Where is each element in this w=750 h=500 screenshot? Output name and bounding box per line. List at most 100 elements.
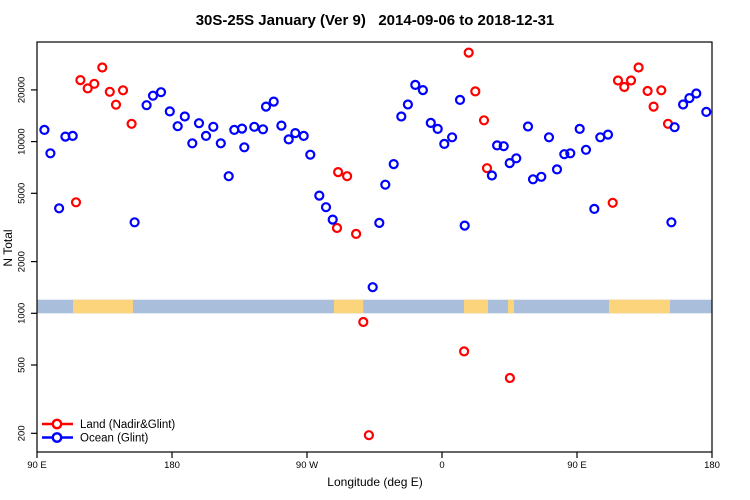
ocean-data-point — [283, 134, 294, 145]
y-axis-ticks: 200 500 1000 2000 5000 10000 20000 — [17, 77, 37, 441]
ocean-data-point — [536, 171, 547, 182]
ocean-data-point — [208, 121, 219, 132]
ocean-data-point — [305, 149, 316, 160]
ocean-data-point — [239, 142, 250, 153]
ocean-data-point — [498, 141, 509, 152]
ocean-data-point — [172, 121, 183, 132]
y-tick-label: 20000 — [17, 77, 28, 103]
y-tick-label: 200 — [17, 425, 28, 441]
ocean-data-point — [290, 128, 301, 139]
land-data-point — [478, 115, 490, 126]
ocean-data-point — [551, 164, 563, 175]
ocean-data-point — [454, 94, 466, 106]
legend-ocean-marker-icon — [51, 432, 63, 443]
land-data-point — [70, 197, 82, 208]
ocean-data-point — [701, 106, 712, 118]
land-data-point — [89, 78, 100, 89]
x-tick-label: 90 E — [567, 460, 587, 471]
ocean-data-point — [298, 130, 309, 141]
band-land-segment — [73, 299, 133, 314]
land-data-point — [363, 430, 374, 441]
land-data-point — [331, 222, 343, 234]
legend-ocean-label: Ocean (Glint) — [80, 433, 149, 445]
map-band — [37, 299, 712, 314]
ocean-data-point — [388, 159, 399, 170]
y-tick-label: 2000 — [17, 251, 28, 272]
land-data-point — [126, 118, 137, 129]
x-axis-label: Longitude (deg E) — [327, 475, 422, 489]
ocean-data-point — [223, 171, 234, 182]
ocean-data-point — [155, 87, 167, 98]
ocean-data-point — [327, 214, 338, 225]
band-land-segment — [464, 299, 489, 314]
legend-item-ocean: Ocean (Glint) — [42, 432, 149, 445]
ocean-data-point — [164, 106, 175, 117]
ocean-data-point — [236, 123, 248, 134]
ocean-data-point — [432, 123, 443, 134]
ocean-data-point — [187, 138, 198, 149]
ocean-data-point — [602, 129, 614, 140]
ocean-data-point — [677, 99, 689, 110]
y-tick-label: 500 — [17, 357, 28, 373]
ocean-data-point — [574, 123, 585, 134]
legend-land-marker-icon — [51, 418, 63, 430]
ocean-data-point — [129, 217, 140, 228]
ocean-data-point — [179, 111, 190, 122]
land-data-point — [358, 316, 369, 328]
ocean-data-point — [268, 96, 279, 107]
y-tick-label: 1000 — [17, 303, 28, 324]
ocean-data-point — [511, 153, 522, 164]
land-data-point — [504, 372, 515, 384]
ocean-data-point — [459, 220, 470, 231]
ocean-data-point — [257, 124, 269, 135]
ocean-data-point — [691, 88, 702, 99]
ocean-data-point — [410, 79, 421, 91]
land-data-point — [351, 228, 362, 239]
y-tick-label: 5000 — [17, 183, 28, 204]
ocean-data-point — [200, 130, 212, 141]
land-data-point — [481, 163, 493, 174]
land-data-point — [656, 85, 667, 96]
ocean-data-point — [559, 149, 570, 160]
x-tick-label: 180 — [704, 460, 720, 471]
ocean-data-point — [402, 99, 413, 110]
band-land-segment — [508, 299, 514, 314]
x-axis-ticks: 90 E 180 90 W 0 90 E 180 — [27, 452, 720, 471]
plot-title: 30S-25S January (Ver 9) 2014-09-06 to 20… — [196, 12, 555, 29]
x-tick-label: 180 — [164, 460, 180, 471]
x-tick-label: 90 E — [27, 460, 47, 471]
y-tick-label: 10000 — [17, 128, 28, 154]
ocean-data-point — [522, 121, 534, 132]
ocean-data-point — [147, 90, 159, 101]
ocean-data-point — [580, 144, 592, 155]
ocean-data-point — [215, 138, 226, 149]
y-axis-label: N Total — [1, 229, 15, 266]
land-data-point — [333, 167, 344, 178]
ocean-data-point — [425, 117, 436, 129]
land-data-point — [117, 85, 129, 96]
land-data-point — [110, 99, 122, 110]
land-data-point — [342, 171, 353, 182]
band-ocean-segment — [37, 299, 712, 314]
land-data-point — [459, 346, 470, 357]
x-tick-label: 0 — [439, 460, 444, 471]
ocean-data-point — [67, 130, 78, 141]
band-land-segment — [334, 299, 364, 314]
ocean-data-point — [193, 118, 205, 129]
ocean-data-point — [141, 100, 152, 111]
land-data-point — [82, 83, 93, 94]
data-points — [39, 47, 712, 441]
ocean-data-point — [504, 158, 515, 169]
ocean-data-point — [45, 148, 56, 159]
land-data-point — [104, 86, 115, 97]
land-data-point — [633, 62, 644, 73]
plot-border — [36, 41, 713, 453]
land-data-point — [619, 81, 630, 93]
ocean-data-point — [417, 84, 428, 96]
ocean-data-point — [396, 111, 407, 122]
ocean-data-point — [565, 148, 576, 159]
ocean-data-point — [666, 217, 677, 228]
land-data-point — [97, 62, 108, 73]
land-data-point — [612, 75, 624, 86]
